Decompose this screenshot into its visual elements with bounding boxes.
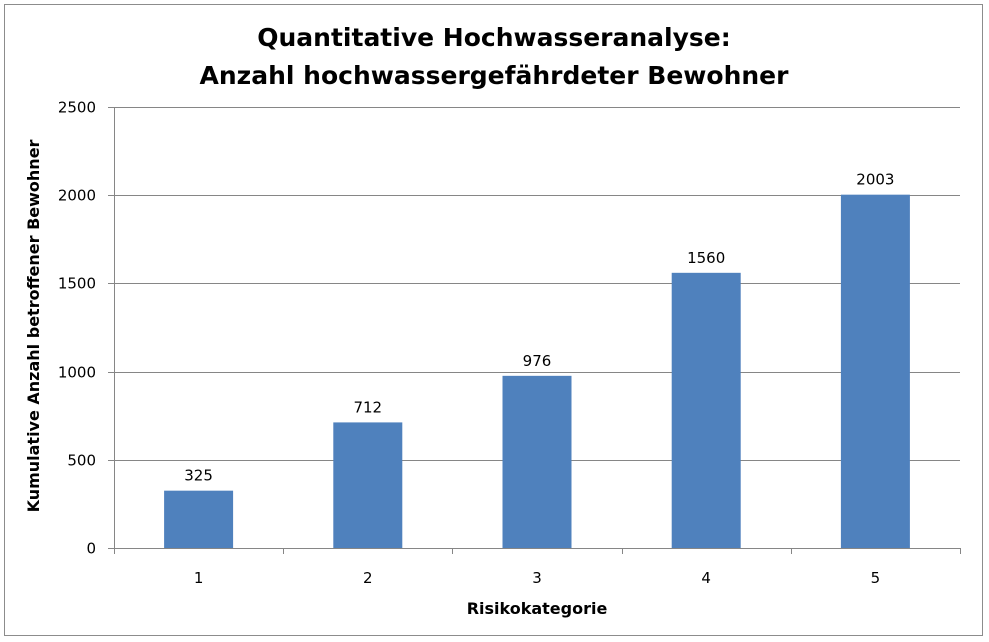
y-tick-label: 500 xyxy=(67,452,96,470)
bar xyxy=(333,422,403,548)
x-axis-label: Risikokategorie xyxy=(467,599,608,618)
y-tick-label: 0 xyxy=(86,540,96,558)
data-label: 712 xyxy=(353,398,382,416)
chart-subtitle: Anzahl hochwassergefährdeter Bewohner xyxy=(200,61,790,90)
x-tick-label: 2 xyxy=(363,569,373,587)
x-tick-label: 5 xyxy=(871,569,881,587)
y-axis-ticks: 0 500 1000 1500 2000 2500 xyxy=(58,99,114,558)
bar xyxy=(840,194,910,548)
data-label: 325 xyxy=(184,467,213,485)
gridlines xyxy=(114,107,960,461)
data-label: 2003 xyxy=(856,171,894,189)
y-tick-label: 1000 xyxy=(58,364,96,382)
y-axis-label: Kumulative Anzahl betroffener Bewohner xyxy=(24,139,43,512)
x-tick-label: 1 xyxy=(194,569,204,587)
bar xyxy=(502,375,572,548)
y-tick-label: 2000 xyxy=(58,187,96,205)
chart-title: Quantitative Hochwasseranalyse: xyxy=(257,23,731,52)
x-tick-label: 4 xyxy=(701,569,711,587)
data-label: 1560 xyxy=(687,249,725,267)
x-tick-label: 3 xyxy=(532,569,542,587)
axes xyxy=(114,107,960,549)
data-labels: 325 712 976 1560 2003 xyxy=(184,171,894,485)
data-label: 976 xyxy=(523,352,552,370)
x-axis-ticks: 1 2 3 4 5 xyxy=(114,548,961,587)
y-tick-label: 2500 xyxy=(58,99,96,117)
y-tick-label: 1500 xyxy=(58,275,96,293)
bars xyxy=(164,194,910,548)
bar xyxy=(671,272,741,548)
bar xyxy=(164,490,234,548)
